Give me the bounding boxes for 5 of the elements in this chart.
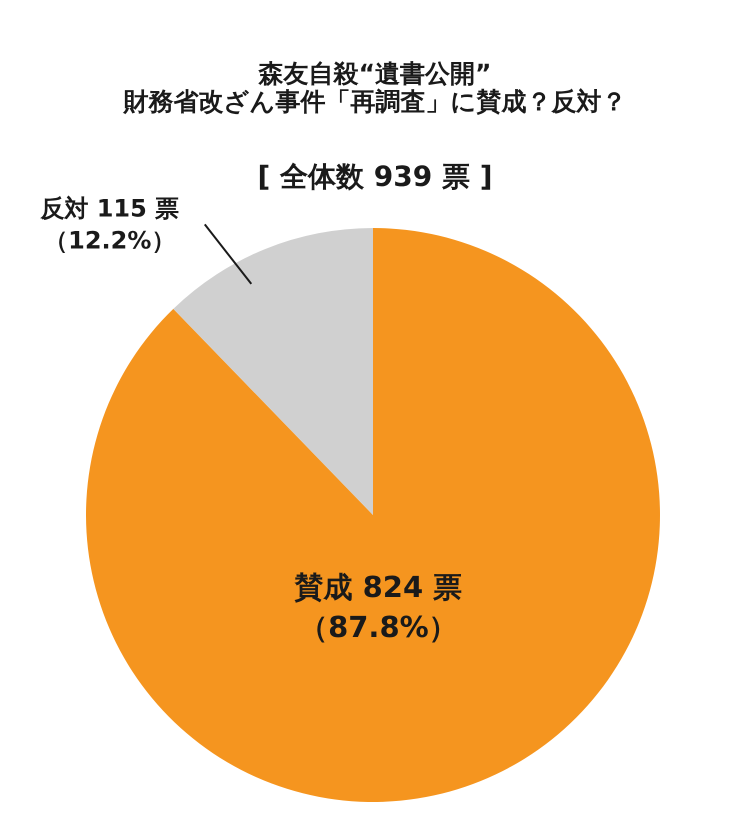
chart-title: 森友自殺“遺書公開” 財務省改ざん事件「再調査」に賛成？反対？ <box>122 59 626 116</box>
chart-subtitle: [ 全体数 939 票 ] <box>257 160 493 193</box>
slice-label: 賛成 824 票（87.8%） <box>294 570 462 644</box>
pie-slice <box>173 228 373 515</box>
slice-label: 反対 115 票（12.2%） <box>39 194 180 254</box>
